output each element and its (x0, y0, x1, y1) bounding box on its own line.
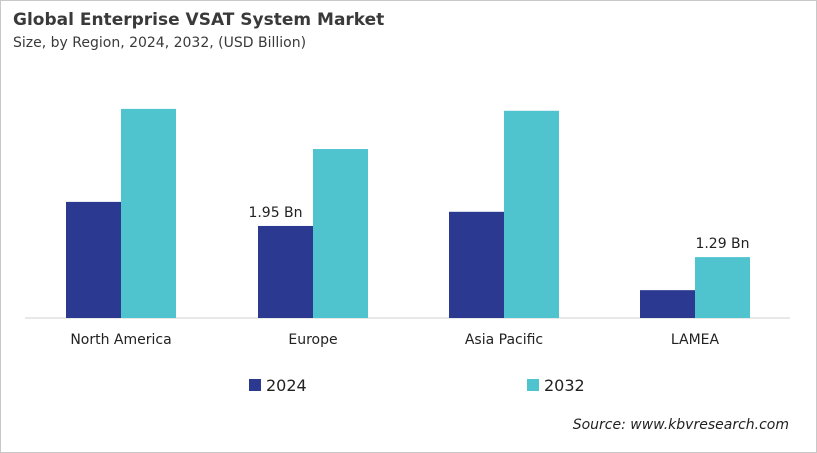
bar-2024-asia-pacific (449, 211, 504, 318)
category-label: Europe (288, 332, 337, 348)
bar-2032-europe (313, 149, 368, 318)
bar-2032-lamea (695, 257, 750, 318)
legend-swatch-2024 (249, 379, 261, 391)
chart-title: Global Enterprise VSAT System Market (13, 10, 385, 30)
bar-2024-north-america (66, 201, 121, 318)
category-label: North America (70, 332, 171, 348)
data-label: 1.95 Bn (248, 205, 302, 221)
legend-swatch-2032 (527, 379, 539, 391)
data-label: 1.29 Bn (695, 236, 749, 252)
legend-label-2032: 2032 (544, 376, 585, 395)
bar-2024-lamea (640, 290, 695, 318)
bar-2024-europe (258, 225, 313, 318)
bar-2032-north-america (121, 108, 176, 319)
category-label: Asia Pacific (465, 332, 543, 348)
legend-label-2024: 2024 (266, 376, 307, 395)
chart-subtitle: Size, by Region, 2024, 2032, (USD Billio… (13, 35, 307, 51)
source-note: Source: www.kbvresearch.com (572, 417, 789, 433)
bar-2032-asia-pacific (504, 110, 559, 319)
category-label: LAMEA (671, 332, 720, 348)
